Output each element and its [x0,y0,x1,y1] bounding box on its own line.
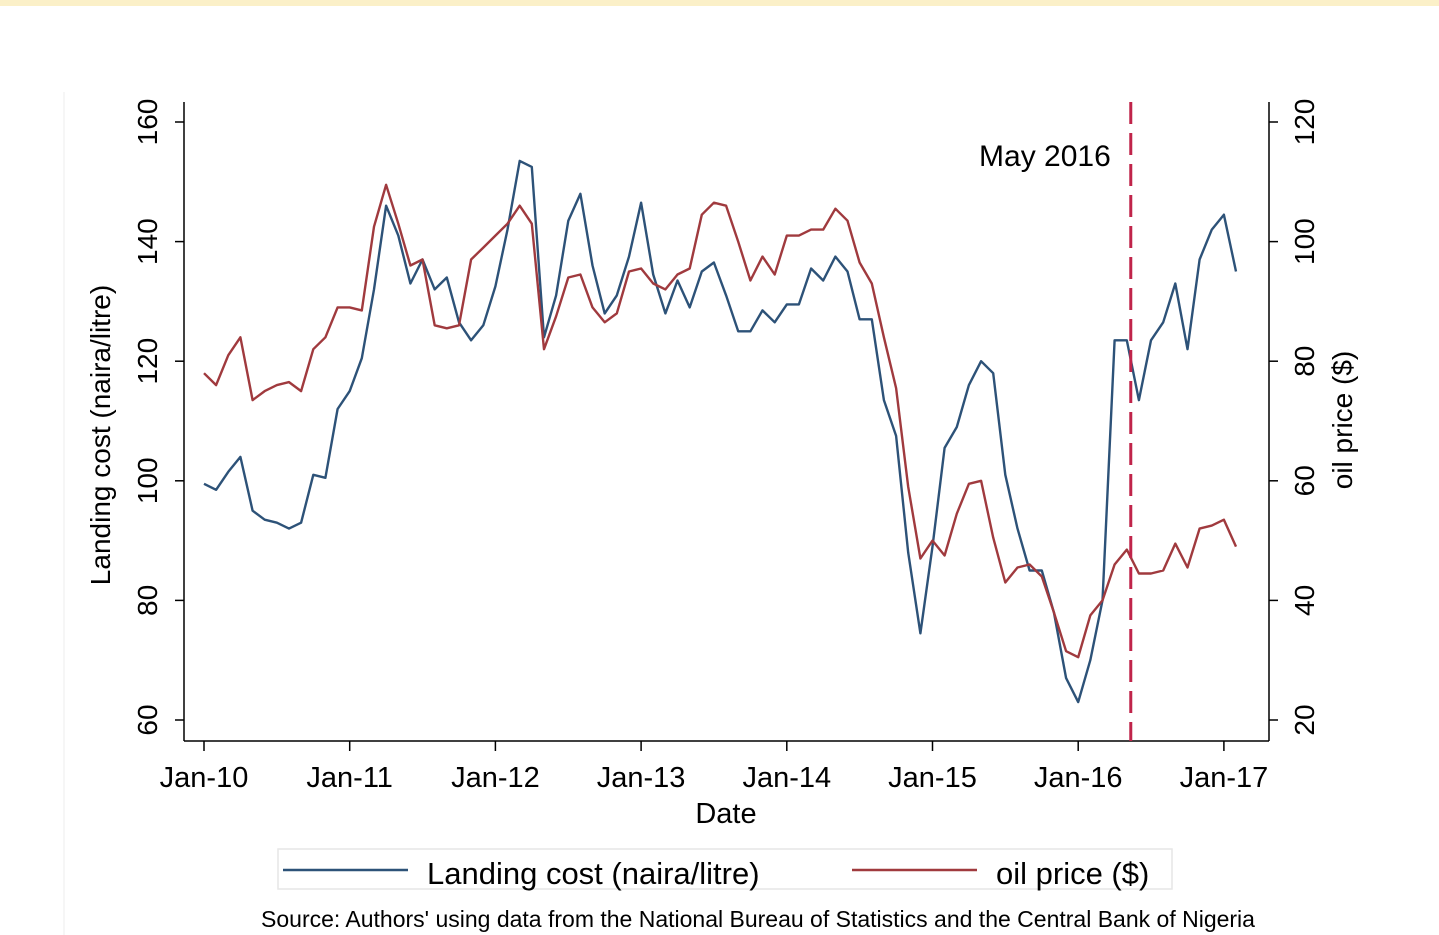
series-line-landing-cost [203,159,1238,704]
x-tick-label: Jan-10 [160,762,249,794]
right-y-axis: 20 40 60 80 100 120 [1269,99,1320,736]
right-y-tick-label: 120 [1289,99,1320,146]
right-y-tick-label: 40 [1289,585,1320,616]
right-y-tick-label: 80 [1289,346,1320,377]
legend: Landing cost (naira/litre) oil price ($) [277,848,1173,891]
y-axis-label-left: Landing cost (naira/litre) [85,285,116,585]
x-tick-label: Jan-15 [888,762,977,794]
series-group [203,159,1238,704]
left-y-tick-label: 60 [132,704,163,735]
left-y-tick-label: 80 [132,585,163,616]
x-tick-label: Jan-14 [742,762,831,794]
x-axis: Jan-10 Jan-11 Jan-12 Jan-13 Jan-14 Jan-15 Jan-… [160,741,1269,794]
legend-label-oil-price: oil price ($) [996,856,1149,891]
annotation-group: May 2016 [979,102,1133,741]
right-y-tick-label: 20 [1289,704,1320,735]
x-axis-label: Date [695,798,756,830]
x-tick-label: Jan-16 [1034,762,1123,794]
legend-box [277,848,1173,890]
left-y-tick-label: 160 [132,99,163,146]
left-y-tick-label: 120 [132,338,163,385]
top-highlight-strip [0,0,1439,6]
legend-label-landing-cost: Landing cost (naira/litre) [427,856,760,891]
x-tick-label: Jan-13 [597,762,686,794]
y-axis-label-right: oil price ($) [1327,351,1358,489]
left-y-axis: 60 80 100 120 140 160 [132,99,184,736]
right-y-tick-label: 100 [1289,218,1320,265]
x-tick-label: Jan-12 [451,762,540,794]
x-tick-label: Jan-11 [306,762,393,794]
source-note: Source: Authors' using data from the Nat… [261,906,1255,932]
left-y-tick-label: 100 [132,457,163,504]
annotation-label: May 2016 [979,140,1111,173]
plot-frame [183,102,1270,742]
left-y-tick-label: 140 [132,218,163,265]
x-tick-label: Jan-17 [1180,762,1269,794]
series-line-oil-price [203,183,1238,659]
right-y-tick-label: 60 [1289,465,1320,496]
